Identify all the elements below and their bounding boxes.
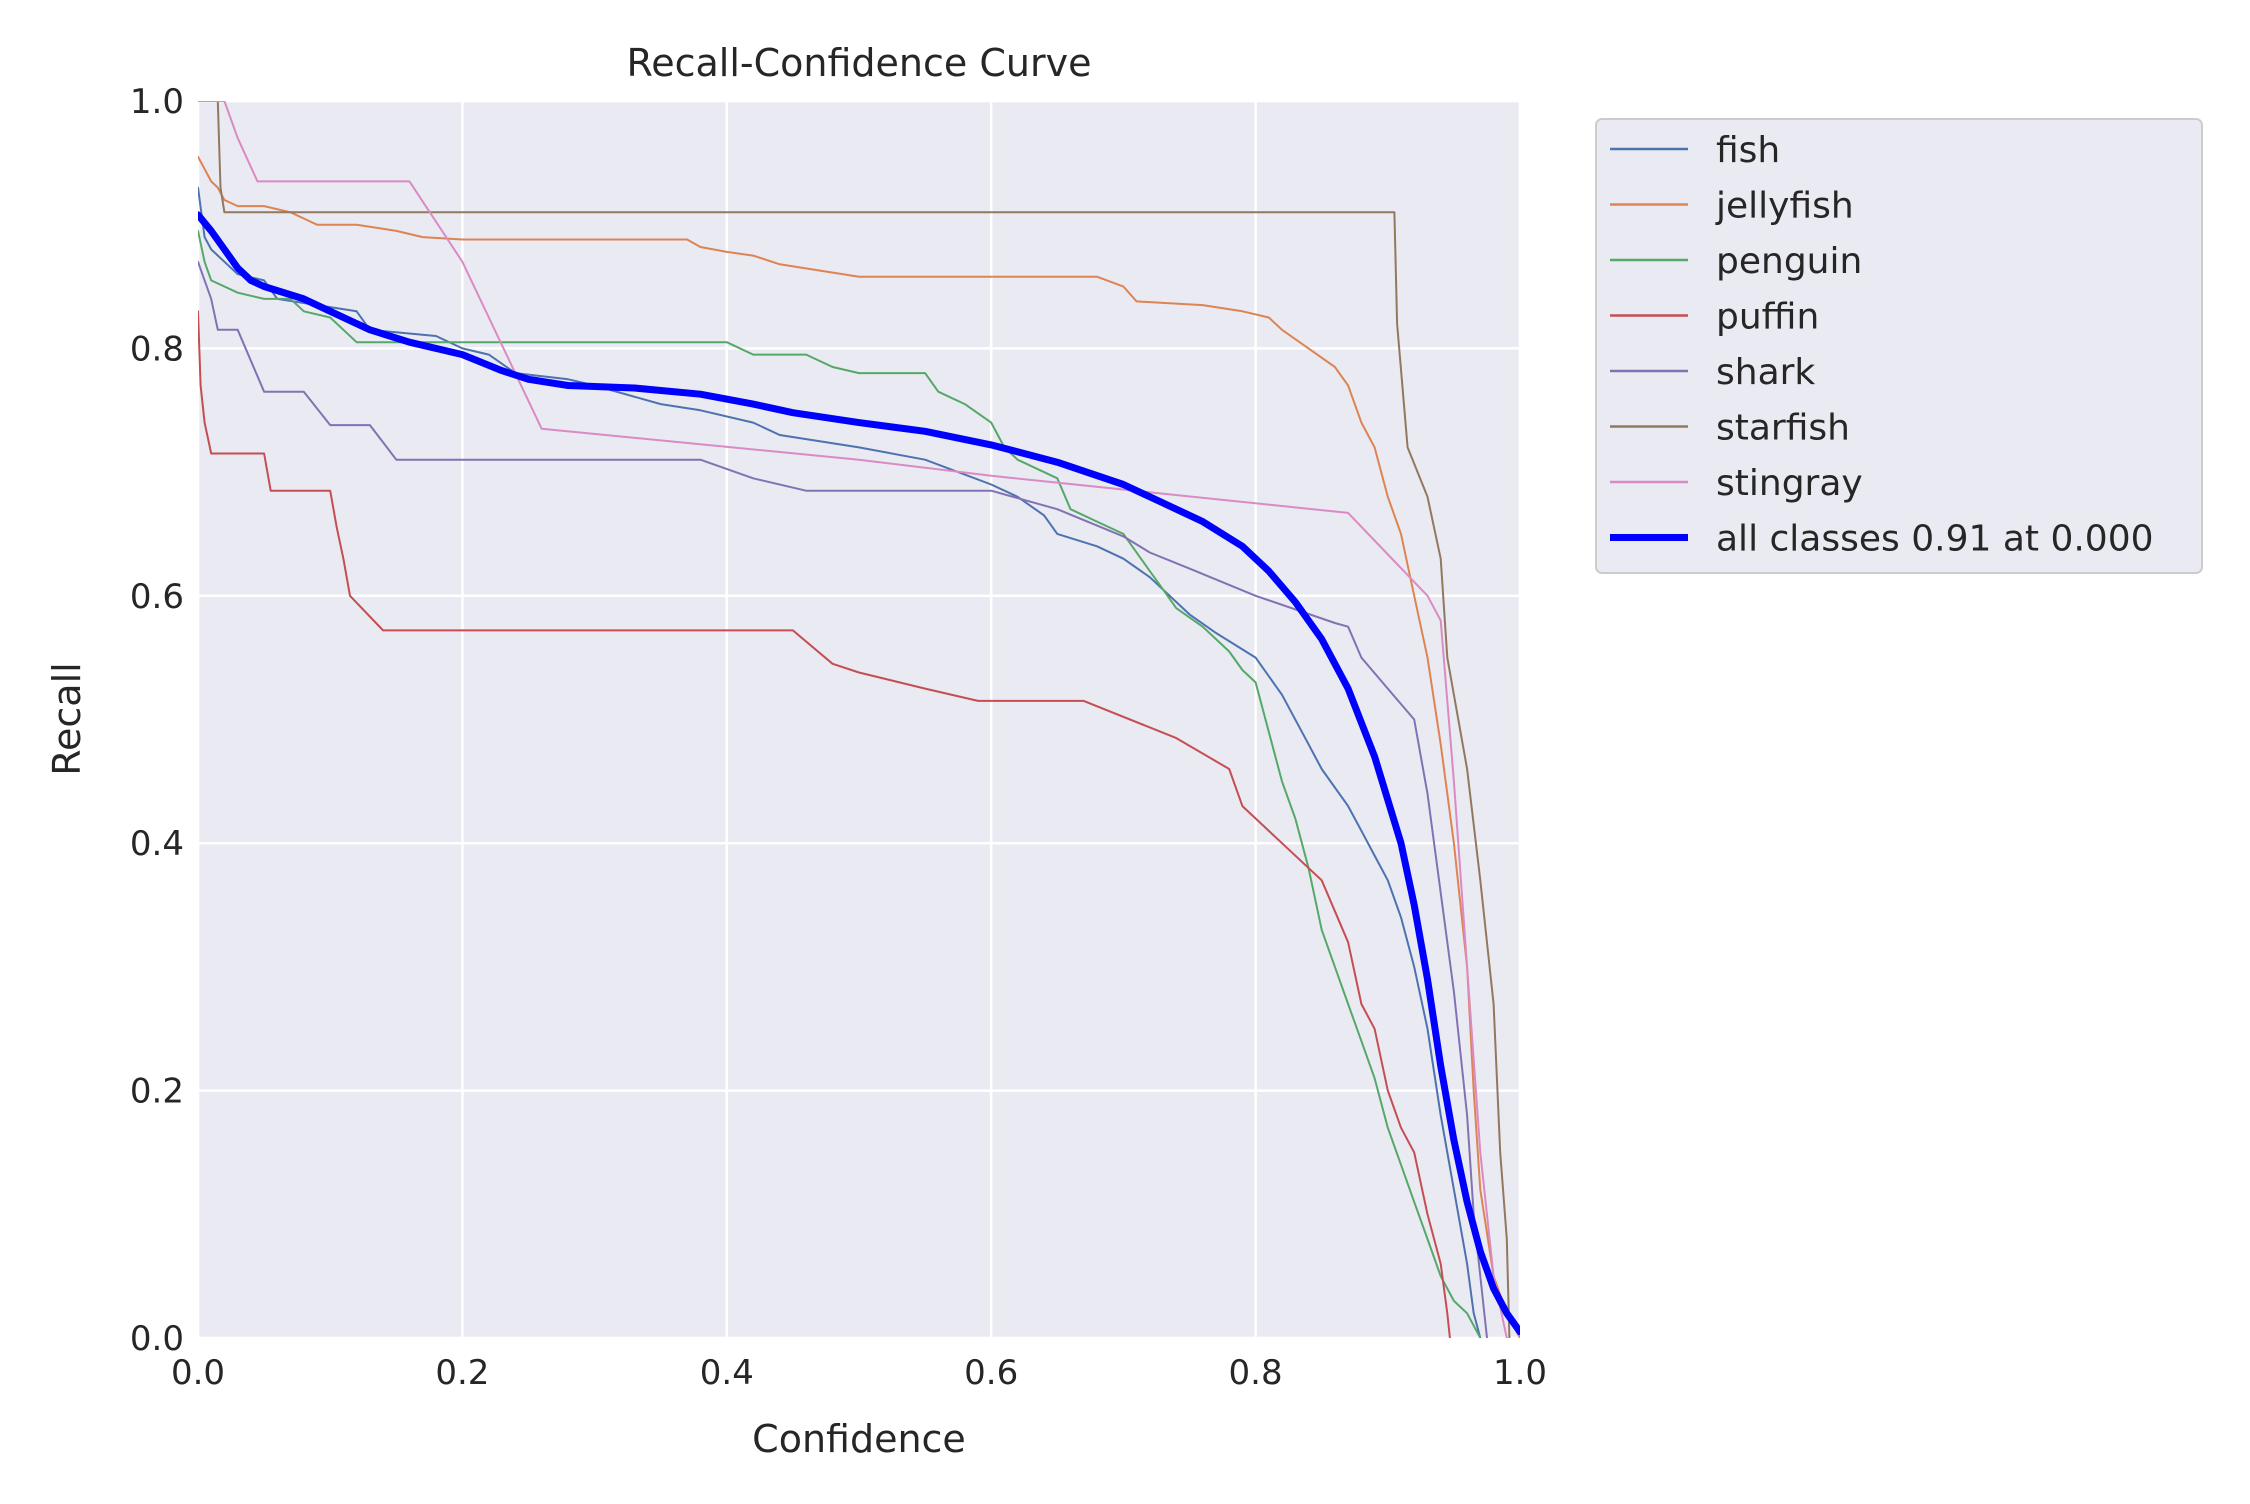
x-tick-label: 0.0 <box>171 1353 225 1393</box>
legend-label: jellyfish <box>1715 186 1854 227</box>
legend-label: all classes 0.91 at 0.000 <box>1716 519 2154 560</box>
x-axis-label: Confidence <box>752 1417 966 1461</box>
y-tick-label: 0.0 <box>130 1319 184 1359</box>
x-tick-label: 0.4 <box>700 1353 754 1393</box>
legend-label: starfish <box>1716 408 1850 449</box>
legend-label: shark <box>1716 352 1815 393</box>
y-tick-label: 0.8 <box>130 329 184 369</box>
x-tick-label: 0.2 <box>435 1353 489 1393</box>
series-line-jellyfish <box>198 155 1520 1338</box>
series-line-all <box>198 211 1520 1336</box>
y-tick-label: 0.6 <box>130 577 184 617</box>
x-tick-label: 1.0 <box>1493 1353 1547 1393</box>
legend-label: penguin <box>1716 241 1862 282</box>
grid-lines <box>196 99 1522 1340</box>
x-tick-label: 0.6 <box>964 1353 1018 1393</box>
series-line-fish <box>198 186 1482 1338</box>
series-line-starfish <box>198 101 1511 1338</box>
series-line-puffin <box>198 310 1451 1338</box>
y-tick-label: 1.0 <box>130 82 184 122</box>
x-tick-label: 0.8 <box>1229 1353 1283 1393</box>
series-lines <box>198 101 1520 1338</box>
legend-box <box>1595 118 2203 574</box>
legend: fish jellyfish penguin puffin shark starfish s… <box>1595 118 2203 574</box>
y-tick-label: 0.2 <box>130 1072 184 1112</box>
chart-title: Recall-Confidence Curve <box>627 41 1092 85</box>
legend-label: puffin <box>1716 297 1819 338</box>
legend-label: fish <box>1716 130 1780 171</box>
y-tick-label: 0.4 <box>130 824 184 864</box>
legend-label: stingray <box>1716 463 1863 504</box>
series-line-shark <box>198 260 1488 1338</box>
series-line-penguin <box>198 229 1482 1338</box>
y-axis-label: Recall <box>45 662 89 775</box>
tick-labels: 0.0 0.2 0.4 0.6 0.8 1.0 0.0 0.2 0.4 0.6 0.8 1.0 <box>130 82 1547 1393</box>
plot-area <box>198 101 1520 1338</box>
series-line-stingray <box>198 101 1508 1338</box>
